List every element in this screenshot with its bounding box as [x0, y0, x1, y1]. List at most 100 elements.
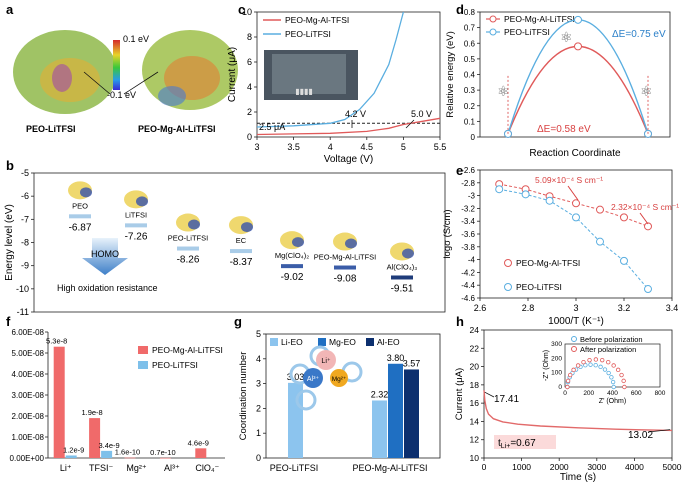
h-inset-point: [565, 384, 570, 390]
al-ion: [303, 368, 323, 388]
e-data-point: [596, 237, 604, 246]
d-legend-label: PEO-Mg-Al-LiTFSI: [504, 14, 575, 24]
d-ytick-label: 0.2: [464, 102, 476, 111]
f-bar: [53, 346, 65, 458]
e-frame: [479, 169, 673, 299]
e-data-point: [572, 199, 580, 208]
f-ytick-label: 6.00E-08: [12, 328, 45, 337]
g-legend-label: Al-EO: [377, 337, 400, 347]
label-peo-mg-al-litfsi: PEO-Mg-Al-LiTFSI: [138, 124, 216, 134]
tli-box: [494, 435, 556, 449]
e-data-point: [620, 256, 628, 265]
h-inset-xtick-label: 200: [583, 390, 594, 397]
h-ytick-label: 10: [470, 453, 480, 463]
d-ytick-label: 0: [471, 133, 476, 142]
d-ts-point: [574, 42, 582, 51]
homo-arrow: [82, 238, 128, 275]
h-inset-xtick-label: 800: [655, 390, 666, 397]
panel-c-letter: c: [238, 2, 245, 17]
e-data-point: [596, 205, 604, 214]
g-ytick-label: 0: [256, 453, 261, 463]
e-annotation-2: 2.32×10⁻⁴ S cm⁻¹: [611, 202, 679, 212]
al-ion-label: Al³⁺: [307, 376, 320, 383]
e-xtick-label: 3.4: [666, 303, 679, 313]
b-level-label: PEO: [72, 201, 88, 210]
photo-icon: ▮▮▮▮: [295, 87, 313, 96]
esp-negative-right: [158, 86, 186, 106]
c-ytick-label: 4: [247, 82, 252, 92]
molecule-icon-initial: ⚛: [497, 83, 510, 99]
e-data-point: [644, 285, 652, 294]
g-ylabel: Coordination number: [238, 352, 249, 441]
c-ytick-label: 6: [247, 57, 252, 67]
c-annotation-5-0v: 5.0 V: [411, 109, 432, 119]
inset-photo-film: [272, 54, 346, 94]
h-inset-ytick-label: 300: [551, 341, 562, 348]
e-arrow-1: [567, 185, 579, 201]
h-inset-xtick-label: 0: [563, 390, 567, 397]
h-ytick-label: 22: [470, 343, 480, 353]
b-ytick-label: -11: [17, 307, 29, 317]
f-category-label: ClO₄⁻: [195, 463, 219, 473]
f-ytick-label: 2.00E-08: [12, 412, 45, 421]
h-inset-point: [611, 384, 616, 390]
f-legend-label: PEO-Mg-Al-LiTFSI: [152, 345, 223, 355]
panel-b: b -5 -6 -7 -8 -9 -10 -11 Energy level (eV) -6.87…: [4, 158, 446, 317]
b-orbital-icon: [402, 248, 414, 259]
panel-d-plot: 0 0.1 0.2 0.3 0.4 0.5 0.6 0.7 0.8 Reaction Coordi…: [445, 8, 671, 159]
panel-b-letter: b: [6, 158, 14, 173]
c-ytick-label: 0: [247, 132, 252, 142]
e-ytick-label: -3: [468, 192, 476, 201]
g-group-label: PEO-LiTFSI: [270, 463, 319, 473]
g-legend-swatch: [366, 338, 374, 346]
h-arrow-end: [647, 429, 671, 433]
e-xtick-label: 3.2: [618, 303, 631, 313]
b-level-label: Al(ClO₄)₃: [387, 262, 418, 271]
d-ytick-label: 0.4: [464, 71, 476, 80]
d-ytick-label: 0.5: [464, 55, 476, 64]
homo-label: HOMO: [91, 249, 119, 259]
b-level-label: PEO-Mg-Al-LiTFSI: [314, 253, 377, 262]
d-ytick-label: 0.1: [464, 117, 476, 126]
f-legend-label: PEO-LiTFSI: [152, 360, 198, 370]
g-ytick-label: 4: [256, 354, 261, 364]
g-bar-label: 3.03: [287, 372, 305, 382]
h-ytick-label: 12: [470, 435, 480, 445]
b-orbital-icon: [188, 219, 200, 230]
esp-negative-left: [52, 64, 72, 92]
c-xtick-label: 3: [254, 142, 259, 152]
d-ylabel: Relative energy (eV): [445, 31, 456, 118]
h-inset-point: [609, 375, 614, 380]
h-inset-point: [615, 367, 621, 373]
h-xtick-label: 4000: [625, 462, 644, 472]
h-annotation-start: 17.41: [494, 394, 519, 405]
b-ylabel: Energy level (eV): [4, 204, 15, 281]
panel-e: e 2.6 2.8 3 3.2 3.4 -2.6 -2.8 -3 -3.2 -3.4 -3.6 -3.…: [442, 163, 679, 327]
esp-scale-top: 0.1 eV: [123, 34, 149, 44]
e-ytick-label: -4.6: [461, 294, 475, 303]
g-bar-label: 3.80: [387, 353, 405, 363]
b-level-bar: [230, 249, 252, 254]
b-level-value: -8.37: [230, 257, 253, 268]
h-inset-point: [598, 364, 603, 370]
h-ytick-label: 14: [470, 416, 480, 426]
b-ytick-label: -10: [16, 284, 29, 294]
h-inset-legend-label: Before polarization: [580, 335, 643, 344]
h-inset-xtick-label: 600: [631, 390, 642, 397]
esp-pointer-right: [123, 71, 159, 95]
g-legend-swatch: [270, 338, 278, 346]
d-ytick-label: 0.7: [464, 24, 476, 33]
h-inset-point: [567, 372, 573, 378]
h-inset-point: [606, 370, 611, 376]
h-xlabel: Time (s): [560, 472, 596, 483]
e-ytick-label: -4.2: [461, 268, 475, 277]
e-ytick-label: -4.4: [461, 281, 475, 290]
h-inset-point: [611, 363, 616, 368]
b-level-label: LiTFSI: [125, 210, 147, 219]
f-bar-label: 1.9e-8: [81, 408, 102, 417]
panel-c: c 3 3.5 4 4.5 5 5.5 0 2 4 6 8 10 Voltage (V) Current …: [227, 2, 446, 165]
g-bar-label: 2.32: [371, 389, 389, 399]
c-legend-label: PEO-LiTFSI: [285, 29, 331, 39]
h-inset-ytick-label: 200: [551, 355, 562, 362]
